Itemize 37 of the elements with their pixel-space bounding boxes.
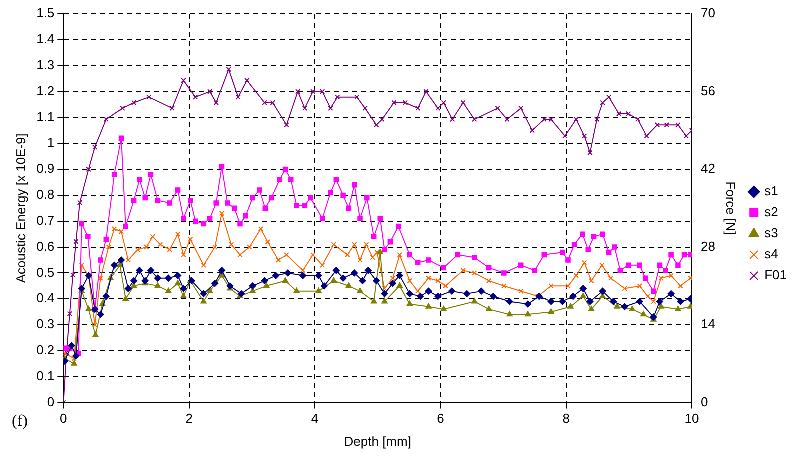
y2-axis-title: Force [N] [724,182,739,236]
y-tick-label: 0.7 [36,212,55,228]
y-tick-label: 0 [47,394,55,410]
x-tick-label: 10 [684,411,700,426]
y-tick-label: 0.8 [36,187,55,202]
y-tick-label: 0.3 [36,316,55,332]
x-tick-label: 6 [437,411,444,426]
y2-tick-label: 14 [701,316,716,332]
y-tick-label: 0.9 [36,161,55,176]
y2-tick-label: 0 [701,394,708,410]
y2-tick-label: 42 [701,161,716,176]
y-tick-label: 1.4 [36,32,55,46]
y2-tick-label: 56 [701,83,716,98]
x-tick-label: 0 [60,411,68,426]
x-tick-label: 8 [562,411,570,426]
y-axis-title: Acoustic Energy [x 10E-9] [13,134,28,284]
x-tick-label: 4 [311,411,319,426]
legend-label: s1 [764,184,778,199]
y-tick-label: 0.5 [36,264,55,280]
legend-label: s2 [764,204,778,220]
y2-tick-label: 28 [701,238,716,254]
y-tick-label: 0.4 [36,290,55,306]
y-tick-label: 0.1 [36,368,55,384]
legend-label: s3 [764,226,778,241]
y-tick-label: 0.2 [36,342,55,358]
y-tick-label: 1.5 [36,6,55,21]
x-tick-label: 2 [186,411,193,426]
x-axis-title: Depth [mm] [344,434,412,449]
y-tick-label: 1.1 [36,109,55,124]
text: (f) [12,413,28,430]
legend-label: F01 [764,268,788,283]
y-tick-label: 1.2 [36,83,55,98]
y-tick-label: 1.3 [36,57,55,72]
y-tick-label: 1 [47,135,55,150]
y-tick-label: 0.6 [36,238,55,254]
legend-label: s4 [764,246,778,262]
y2-tick-label: 70 [701,6,716,21]
